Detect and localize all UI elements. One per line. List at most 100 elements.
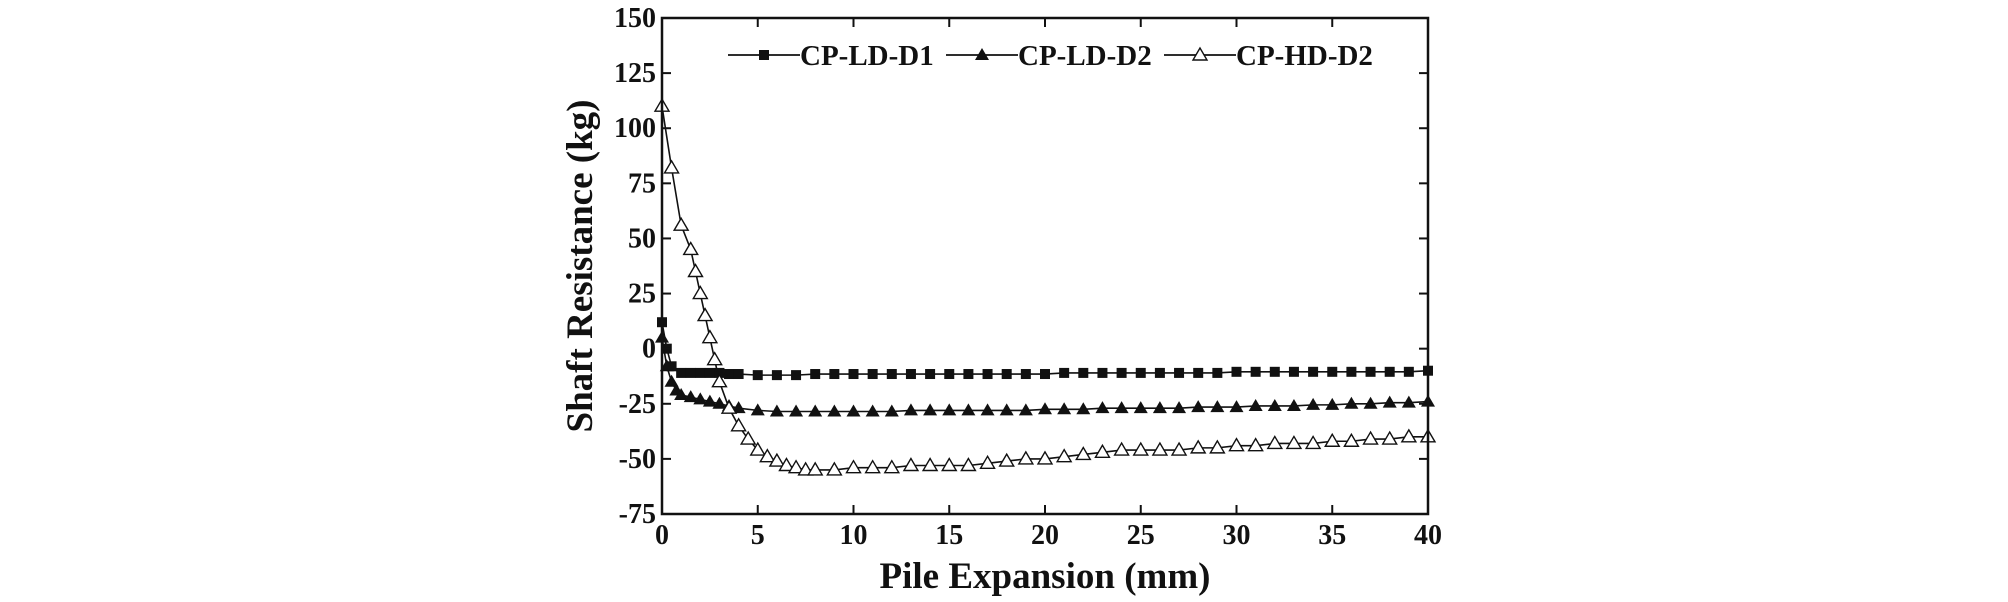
data-point [1055,448,1073,463]
data-point [1151,441,1169,456]
data-point [1308,366,1319,377]
data-point [692,285,709,300]
legend-label: CP-HD-D2 [1236,40,1373,72]
data-point [810,369,821,380]
data-point [1384,366,1395,377]
data-point [663,159,680,174]
data-point [827,404,842,417]
data-point [685,367,696,378]
data-point [712,396,727,409]
data-point [999,403,1014,416]
data-point [1017,450,1035,465]
data-point [1288,366,1299,377]
data-point [846,404,861,417]
data-point [1059,367,1070,378]
data-point [791,370,802,381]
data-point [1362,430,1379,445]
data-point [1135,367,1146,378]
x-tick-label: 0 [655,520,669,551]
data-point [1269,366,1280,377]
x-tick-label: 40 [1414,520,1442,551]
data-point [884,404,899,417]
data-point [942,403,957,416]
data-point [806,461,824,476]
data-point [731,401,746,414]
legend: CP-LD-D1 CP-LD-D2 CP-HD-D2 [728,40,1373,72]
data-point [903,403,918,416]
legend-label: CP-LD-D1 [800,40,934,72]
data-point [750,403,765,416]
data-point [771,370,782,381]
x-tick-label: 35 [1318,520,1346,551]
data-point [923,403,938,416]
y-tick-label: -25 [619,389,656,420]
data-point [1209,439,1226,454]
data-point [1018,403,1033,416]
data-point [1057,402,1072,415]
data-point [752,370,763,381]
legend-marker [759,50,769,60]
data-point [1170,441,1188,456]
series-cp-ld-d2 [655,330,1435,417]
data-point [1078,367,1089,378]
data-point [961,403,976,416]
data-point [865,404,880,417]
x-tick-label: 15 [935,520,963,551]
data-point [749,441,766,456]
data-point [789,404,804,417]
x-tick-label: 20 [1031,520,1059,551]
data-point [1154,367,1165,378]
data-point [739,430,757,445]
data-point [1231,366,1242,377]
x-axis-title: Pile Expansion (mm) [880,556,1211,597]
series-cp-ld-d1 [657,317,1433,381]
legend-label: CP-LD-D2 [1018,40,1152,72]
data-point [1229,400,1244,413]
data-point [1266,435,1284,450]
y-tick-label: 125 [614,58,656,89]
data-point [1075,446,1092,461]
data-point [925,369,936,380]
data-point [1381,430,1398,445]
data-point [1210,400,1225,413]
y-tick-label: -50 [619,444,656,475]
data-point [666,361,677,372]
data-point [1363,396,1378,409]
series-line [661,106,1428,471]
data-point [1248,398,1263,411]
x-tick-label: 30 [1223,520,1251,551]
data-point [1403,366,1414,377]
data-point [1306,397,1321,410]
data-point [829,369,840,380]
data-point [902,457,920,472]
data-point [1113,441,1130,456]
data-point [720,399,738,414]
data-point [982,369,993,380]
data-point [1324,432,1341,447]
data-point [864,459,881,474]
data-point [1172,401,1187,414]
data-point [687,263,704,278]
data-point [845,459,862,474]
data-point [1327,366,1338,377]
data-point [1344,396,1359,409]
data-point [683,390,698,403]
data-point [1040,369,1050,380]
data-point [664,374,679,387]
data-point [1382,395,1397,408]
data-point [905,369,916,380]
data-point [693,392,708,405]
data-point [730,417,747,432]
data-point [711,373,728,388]
data-point [1193,367,1204,378]
data-point [1097,367,1108,378]
series-cp-hd-d2 [653,97,1437,476]
data-point [1132,441,1149,456]
data-point [1401,395,1416,408]
data-point [1247,437,1264,452]
data-point [886,369,897,380]
data-point [1001,369,1012,380]
y-tick-label: 150 [614,3,656,34]
data-point [704,367,715,378]
data-point [701,329,719,344]
